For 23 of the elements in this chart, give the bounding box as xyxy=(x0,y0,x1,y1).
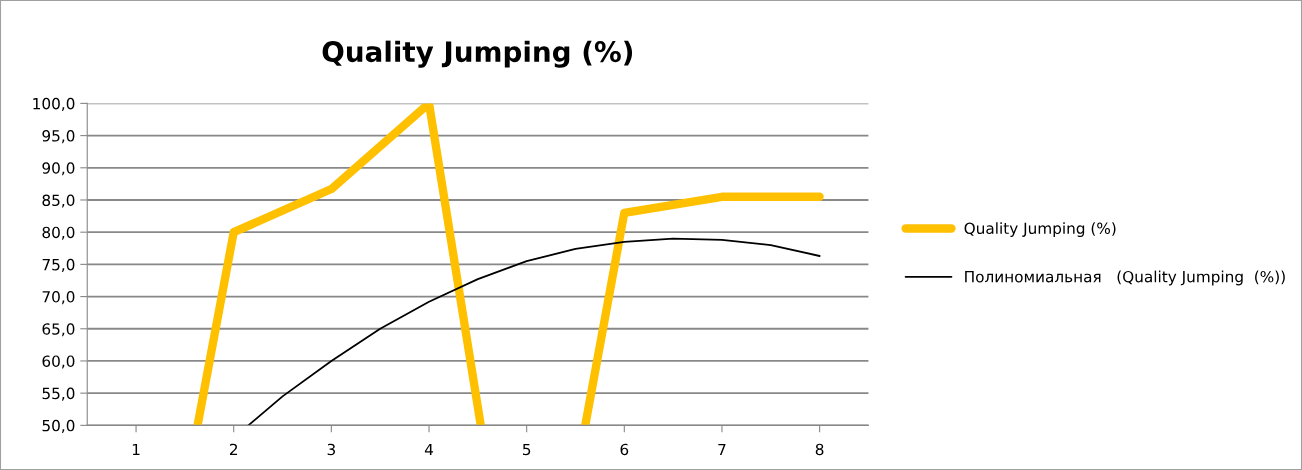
y-tick-label: 65,0 xyxy=(42,323,75,337)
x-tick-label: 1 xyxy=(132,443,140,456)
y-tick-label: 60,0 xyxy=(42,355,75,369)
chart-title: Quality Jumping (%) xyxy=(322,40,633,68)
y-tick-label: 70,0 xyxy=(42,291,75,305)
line-series xyxy=(247,237,821,426)
y-tick-label: 75,0 xyxy=(42,258,75,272)
legend-label: Quality Jumping (%) xyxy=(964,222,1116,237)
legend-label: Полиномиальная (Quality Jumping (%)) xyxy=(965,270,1285,286)
y-tick-label: 90,0 xyxy=(42,162,75,176)
x-tick-label: 7 xyxy=(718,443,726,456)
y-tick-label: 55,0 xyxy=(42,387,75,401)
x-tick-label: 8 xyxy=(815,443,824,456)
x-tick-label: 3 xyxy=(327,443,335,456)
y-tick-label: 85,0 xyxy=(42,194,75,208)
x-tick-label: 6 xyxy=(620,443,629,456)
y-tick-label: 50,0 xyxy=(42,419,75,433)
x-tick-label: 2 xyxy=(229,443,238,456)
x-tick-label: 5 xyxy=(522,443,531,456)
y-tick-label: 100,0 xyxy=(33,97,75,111)
x-tick-label: 4 xyxy=(424,443,434,456)
y-tick-label: 80,0 xyxy=(42,226,75,240)
y-tick-label: 95,0 xyxy=(42,130,75,144)
